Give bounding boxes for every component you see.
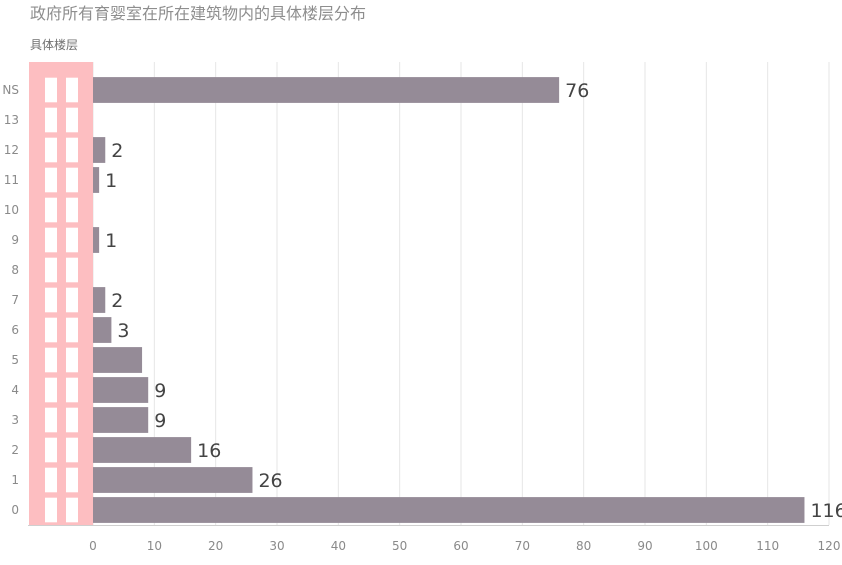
y-tick-label: NS xyxy=(2,83,19,97)
x-tick-label: 40 xyxy=(331,539,346,553)
y-tick-label: 12 xyxy=(4,143,19,157)
building-window xyxy=(66,497,78,523)
bar xyxy=(93,77,560,103)
data-labels: 76 2 1 1 2 3 9 9 16 26 116 xyxy=(105,80,842,522)
building-window xyxy=(45,77,57,103)
bar xyxy=(93,287,106,313)
x-tick-label: 50 xyxy=(392,539,407,553)
bar xyxy=(93,167,100,193)
data-label: 3 xyxy=(117,320,129,342)
building-window xyxy=(66,197,78,223)
bars xyxy=(93,77,805,523)
data-label: 9 xyxy=(154,410,166,432)
bar xyxy=(93,407,149,433)
building-window xyxy=(66,137,78,163)
building-window xyxy=(45,467,57,493)
y-axis-title: 具体楼层 xyxy=(30,38,79,52)
building-window xyxy=(45,287,57,313)
building-window xyxy=(66,407,78,433)
building-window xyxy=(45,107,57,133)
bar xyxy=(93,317,112,343)
building-window xyxy=(45,497,57,523)
data-label: 26 xyxy=(258,470,282,492)
bar xyxy=(93,497,805,523)
bar xyxy=(93,467,253,493)
building-body xyxy=(29,62,93,525)
bar xyxy=(93,347,143,373)
building-window xyxy=(66,167,78,193)
building-window xyxy=(66,437,78,463)
data-label: 76 xyxy=(565,80,589,102)
data-label: 1 xyxy=(105,170,117,192)
data-label: 116 xyxy=(810,500,842,522)
x-tick-label: 60 xyxy=(453,539,468,553)
data-label: 1 xyxy=(105,230,117,252)
x-tick-label: 20 xyxy=(208,539,223,553)
x-tick-label: 10 xyxy=(147,539,162,553)
x-tick-label: 90 xyxy=(637,539,652,553)
x-tick-label: 0 xyxy=(89,539,97,553)
building-window xyxy=(66,77,78,103)
building-window xyxy=(66,227,78,253)
y-tick-label: 5 xyxy=(11,353,19,367)
y-tick-label: 4 xyxy=(11,383,19,397)
x-tick-label: 100 xyxy=(695,539,718,553)
building-window xyxy=(66,257,78,283)
y-tick-label: 2 xyxy=(11,443,19,457)
y-tick-label: 1 xyxy=(11,473,19,487)
y-tick-label: 0 xyxy=(11,503,19,517)
building-window xyxy=(45,227,57,253)
x-tick-label: 110 xyxy=(756,539,779,553)
building-window xyxy=(45,137,57,163)
y-tick-label: 3 xyxy=(11,413,19,427)
building-window xyxy=(66,347,78,373)
building-window xyxy=(45,377,57,403)
x-tick-label: 30 xyxy=(269,539,284,553)
y-tick-label: 9 xyxy=(11,233,19,247)
building-window xyxy=(45,317,57,343)
bar xyxy=(93,227,100,253)
x-tick-label: 70 xyxy=(515,539,530,553)
y-tick-label: 13 xyxy=(4,113,19,127)
data-label: 16 xyxy=(197,440,221,462)
y-tick-label: 11 xyxy=(4,173,19,187)
building-window xyxy=(45,407,57,433)
data-label: 9 xyxy=(154,380,166,402)
y-tick-label: 10 xyxy=(4,203,19,217)
building-window xyxy=(66,377,78,403)
x-axis-tick-labels: 0 10 20 30 40 50 60 70 80 90 100 110 120 xyxy=(89,539,840,553)
building-window xyxy=(45,167,57,193)
y-tick-label: 8 xyxy=(11,263,19,277)
data-label: 2 xyxy=(111,290,123,312)
data-label: 2 xyxy=(111,140,123,162)
building-window xyxy=(66,107,78,133)
bar xyxy=(93,437,192,463)
y-tick-label: 7 xyxy=(11,293,19,307)
bar xyxy=(93,137,106,163)
building-window xyxy=(66,467,78,493)
building-window xyxy=(45,197,57,223)
x-tick-label: 120 xyxy=(818,539,841,553)
building-window xyxy=(45,347,57,373)
building-window xyxy=(66,317,78,343)
building-window xyxy=(66,287,78,313)
building-window xyxy=(45,257,57,283)
y-tick-label: 6 xyxy=(11,323,19,337)
building-illustration xyxy=(29,62,93,525)
x-tick-label: 80 xyxy=(576,539,591,553)
bar xyxy=(93,377,149,403)
chart-title: 政府所有育婴室在所在建筑物内的具体楼层分布 xyxy=(30,4,367,23)
building-window xyxy=(45,437,57,463)
